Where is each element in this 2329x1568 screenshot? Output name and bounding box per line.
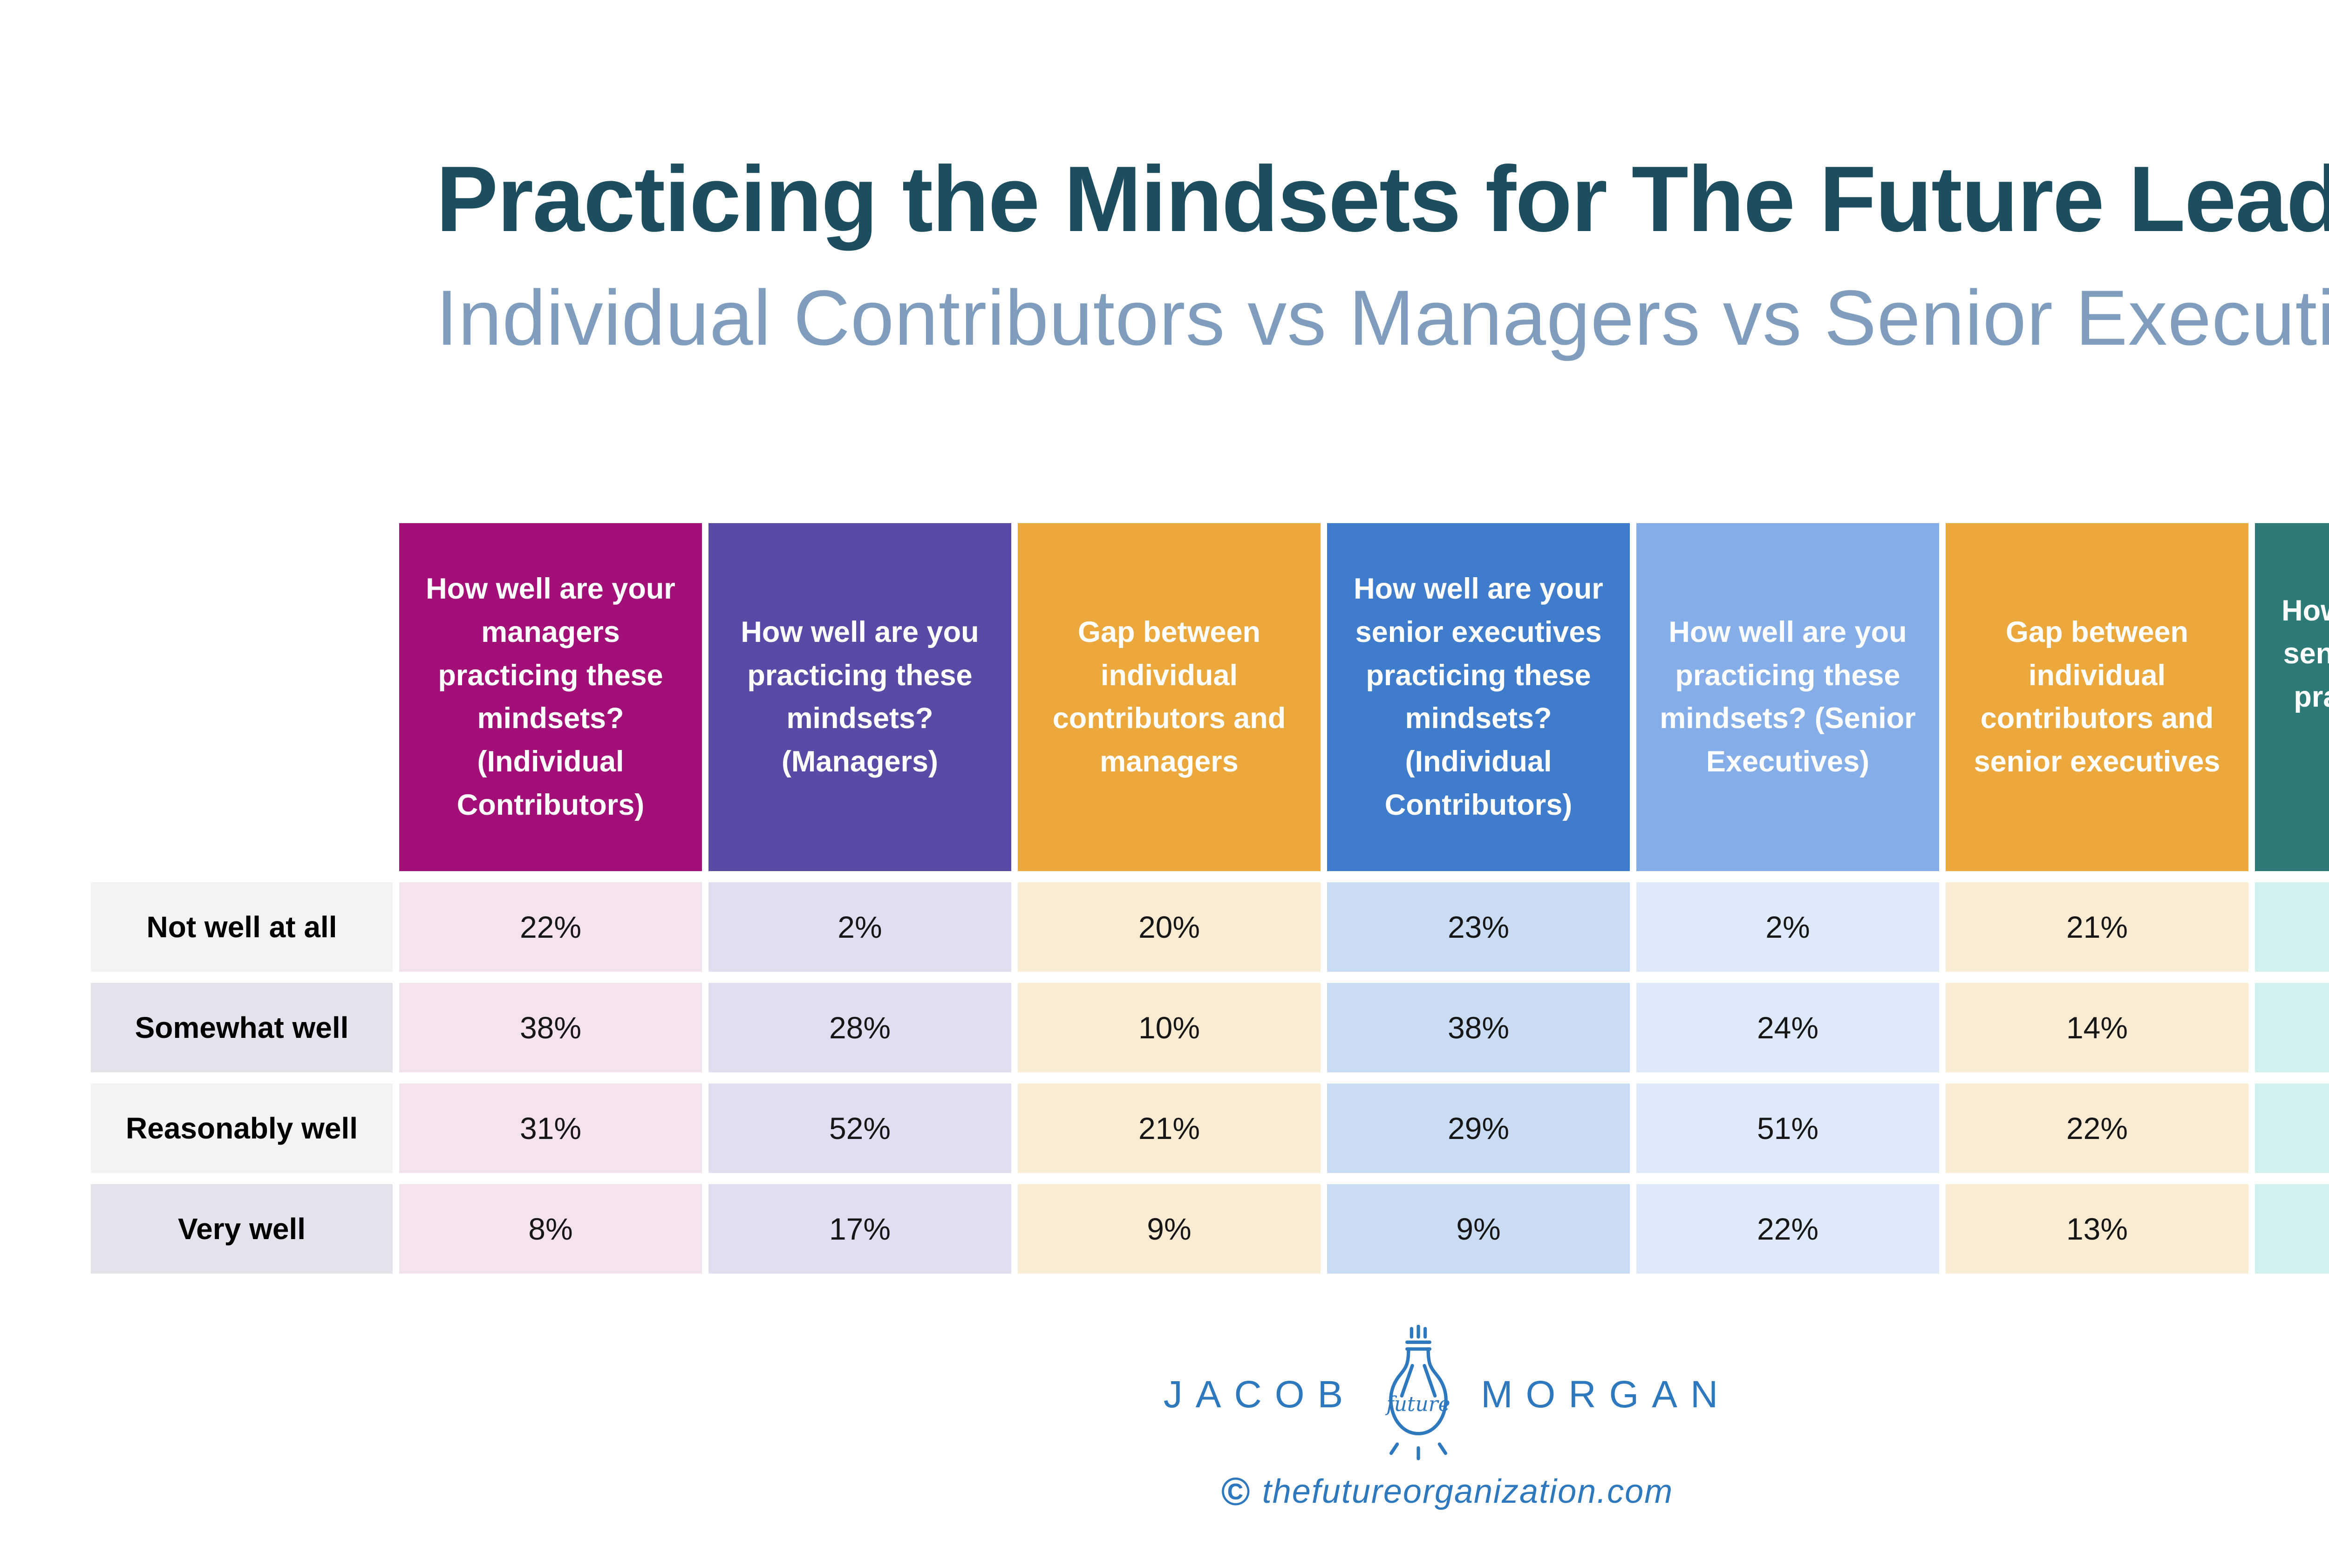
jacob-morgan-logo: JACOB future MORGAN — [0, 1324, 2329, 1465]
value-cell: 2% — [1636, 882, 1939, 972]
copyright-icon: © — [1221, 1469, 1250, 1513]
value-cell: 24% — [1636, 982, 1939, 1072]
value-cell: 22% — [399, 882, 702, 972]
row-label-not-well-at-all: Not well at all — [91, 882, 393, 972]
row-label-very-well: Very well — [91, 1184, 393, 1274]
value-cell: 13% — [1946, 1184, 2248, 1274]
value-cell: 38% — [1327, 982, 1630, 1072]
value-cell: 31% — [399, 1083, 702, 1173]
value-cell: 20% — [1018, 882, 1321, 972]
value-cell: 2% — [708, 882, 1011, 972]
logo-text-morgan: MORGAN — [1481, 1373, 1731, 1416]
value-cell: 51% — [1636, 1083, 1939, 1173]
site-url: thefutureorganization.com — [1262, 1473, 1674, 1511]
value-cell: 28% — [708, 982, 1011, 1072]
column-header-gap-ic-executives: Gap between individual contributors and … — [1946, 523, 2248, 871]
corner-spacer — [91, 523, 393, 871]
page-title: Practicing the Mindsets for The Future L… — [436, 147, 2329, 251]
column-header-ic-about-executives: How well are your senior executives prac… — [1327, 523, 1630, 871]
value-cell: 9% — [1018, 1184, 1321, 1274]
page-subtitle: Individual Contributors vs Managers vs S… — [436, 274, 2329, 361]
value-cell: 9% — [1327, 1184, 1630, 1274]
value-cell: 14% — [1946, 982, 2248, 1072]
value-cell: 40% — [2255, 982, 2329, 1072]
value-cell: 31% — [2255, 1083, 2329, 1173]
survey-table: How well are your managers practicing th… — [91, 523, 2329, 1274]
value-cell: 17% — [708, 1184, 1011, 1274]
logo-bulb-word: future — [1385, 1392, 1451, 1416]
value-cell: 10% — [1018, 982, 1321, 1072]
value-cell: 8% — [399, 1184, 702, 1274]
row-label-somewhat-well: Somewhat well — [91, 982, 393, 1072]
value-cell: 21% — [1018, 1083, 1321, 1173]
column-header-executives-self: How well are you practicing these mindse… — [1636, 523, 1939, 871]
value-cell: 22% — [1946, 1083, 2248, 1173]
logo-text-jacob: JACOB — [1163, 1373, 1356, 1416]
column-header-managers-self: How well are you practicing these mindse… — [708, 523, 1011, 871]
row-label-reasonably-well: Reasonably well — [91, 1083, 393, 1173]
value-cell: 19% — [2255, 882, 2329, 972]
column-header-ic-about-managers: How well are your managers practicing th… — [399, 523, 702, 871]
copyright-line: © thefutureorganization.com — [0, 1469, 2329, 1514]
value-cell: 38% — [399, 982, 702, 1072]
lightbulb-icon: future — [1385, 1324, 1451, 1460]
value-cell: 21% — [1946, 882, 2248, 972]
column-header-managers-about-executives: How well are your senior executives prac… — [2255, 523, 2329, 871]
value-cell: 22% — [1636, 1184, 1939, 1274]
value-cell: 29% — [1327, 1083, 1630, 1173]
column-header-gap-ic-managers: Gap between individual contributors and … — [1018, 523, 1321, 871]
value-cell: 8% — [2255, 1184, 2329, 1274]
value-cell: 23% — [1327, 882, 1630, 972]
value-cell: 52% — [708, 1083, 1011, 1173]
